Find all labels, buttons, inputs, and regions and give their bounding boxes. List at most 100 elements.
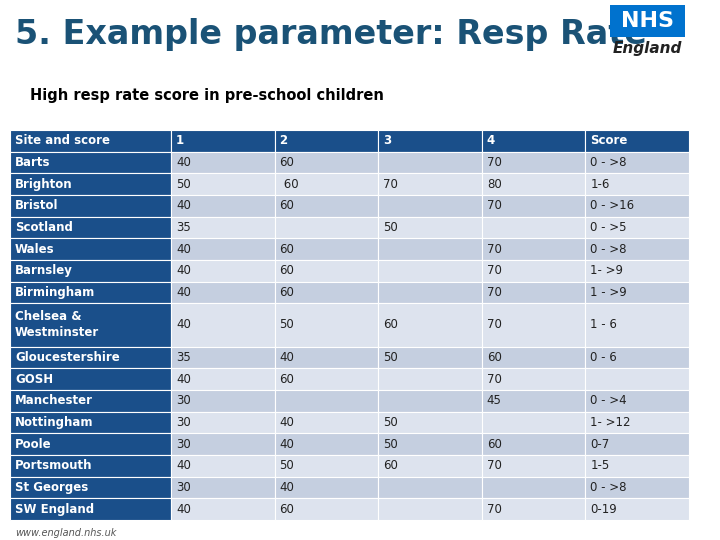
Text: Site and score: Site and score (15, 134, 110, 147)
Text: 45: 45 (487, 394, 502, 407)
Text: 4: 4 (487, 134, 495, 147)
FancyBboxPatch shape (10, 368, 171, 390)
Text: 70: 70 (487, 460, 502, 472)
Text: Scotland: Scotland (15, 221, 73, 234)
FancyBboxPatch shape (274, 260, 378, 282)
Text: Brighton: Brighton (15, 178, 73, 191)
Text: 40: 40 (176, 199, 191, 212)
FancyBboxPatch shape (378, 390, 482, 411)
Text: 3: 3 (383, 134, 392, 147)
FancyBboxPatch shape (274, 455, 378, 477)
Text: 50: 50 (176, 178, 191, 191)
FancyBboxPatch shape (378, 368, 482, 390)
FancyBboxPatch shape (585, 411, 689, 433)
FancyBboxPatch shape (171, 152, 274, 173)
Text: 60: 60 (279, 373, 294, 386)
Text: 40: 40 (176, 242, 191, 255)
Text: 60: 60 (279, 503, 294, 516)
Text: 40: 40 (176, 319, 191, 332)
FancyBboxPatch shape (482, 238, 585, 260)
Text: 70: 70 (487, 286, 502, 299)
FancyBboxPatch shape (482, 433, 585, 455)
FancyBboxPatch shape (171, 238, 274, 260)
FancyBboxPatch shape (274, 217, 378, 238)
Text: Score: Score (590, 134, 628, 147)
FancyBboxPatch shape (274, 498, 378, 520)
FancyBboxPatch shape (585, 282, 689, 303)
Text: 5. Example parameter: Resp Rate: 5. Example parameter: Resp Rate (15, 18, 647, 51)
Text: 0 - >8: 0 - >8 (590, 156, 627, 169)
Text: Barnsley: Barnsley (15, 265, 73, 278)
Text: 60: 60 (279, 156, 294, 169)
Text: 40: 40 (279, 351, 294, 364)
Text: 70: 70 (487, 156, 502, 169)
Text: 35: 35 (176, 221, 191, 234)
FancyBboxPatch shape (378, 411, 482, 433)
FancyBboxPatch shape (171, 282, 274, 303)
FancyBboxPatch shape (274, 390, 378, 411)
FancyBboxPatch shape (171, 433, 274, 455)
FancyBboxPatch shape (378, 498, 482, 520)
Text: 50: 50 (383, 437, 398, 451)
Text: 60: 60 (487, 437, 502, 451)
FancyBboxPatch shape (378, 477, 482, 498)
FancyBboxPatch shape (378, 260, 482, 282)
FancyBboxPatch shape (171, 130, 274, 152)
FancyBboxPatch shape (610, 5, 685, 37)
Text: 0-7: 0-7 (590, 437, 610, 451)
Text: Barts: Barts (15, 156, 50, 169)
Text: 0 - >8: 0 - >8 (590, 481, 627, 494)
FancyBboxPatch shape (482, 152, 585, 173)
Text: 0 - >4: 0 - >4 (590, 394, 627, 407)
FancyBboxPatch shape (10, 303, 171, 347)
FancyBboxPatch shape (585, 152, 689, 173)
FancyBboxPatch shape (10, 217, 171, 238)
Text: 40: 40 (176, 156, 191, 169)
Text: 50: 50 (279, 319, 294, 332)
FancyBboxPatch shape (10, 238, 171, 260)
FancyBboxPatch shape (171, 303, 274, 347)
Text: 60: 60 (279, 242, 294, 255)
Text: 70: 70 (487, 199, 502, 212)
FancyBboxPatch shape (585, 433, 689, 455)
Text: 70: 70 (487, 242, 502, 255)
FancyBboxPatch shape (10, 455, 171, 477)
FancyBboxPatch shape (171, 477, 274, 498)
Text: 50: 50 (383, 351, 398, 364)
FancyBboxPatch shape (274, 238, 378, 260)
Text: 1-5: 1-5 (590, 460, 610, 472)
Text: 50: 50 (279, 460, 294, 472)
Text: 70: 70 (487, 319, 502, 332)
FancyBboxPatch shape (482, 173, 585, 195)
FancyBboxPatch shape (10, 282, 171, 303)
FancyBboxPatch shape (585, 195, 689, 217)
Text: 70: 70 (383, 178, 398, 191)
FancyBboxPatch shape (378, 195, 482, 217)
Text: 30: 30 (176, 481, 191, 494)
FancyBboxPatch shape (171, 368, 274, 390)
FancyBboxPatch shape (274, 368, 378, 390)
FancyBboxPatch shape (482, 282, 585, 303)
FancyBboxPatch shape (378, 303, 482, 347)
Text: 30: 30 (176, 416, 191, 429)
FancyBboxPatch shape (10, 433, 171, 455)
FancyBboxPatch shape (482, 390, 585, 411)
FancyBboxPatch shape (378, 455, 482, 477)
FancyBboxPatch shape (378, 347, 482, 368)
FancyBboxPatch shape (378, 433, 482, 455)
FancyBboxPatch shape (378, 217, 482, 238)
Text: 40: 40 (279, 481, 294, 494)
Text: 60: 60 (279, 199, 294, 212)
Text: Poole: Poole (15, 437, 52, 451)
Text: NHS: NHS (621, 11, 674, 31)
Text: 1 - 6: 1 - 6 (590, 319, 617, 332)
Text: 60: 60 (279, 286, 294, 299)
FancyBboxPatch shape (378, 152, 482, 173)
FancyBboxPatch shape (10, 411, 171, 433)
FancyBboxPatch shape (585, 347, 689, 368)
FancyBboxPatch shape (585, 390, 689, 411)
FancyBboxPatch shape (482, 455, 585, 477)
FancyBboxPatch shape (171, 195, 274, 217)
Text: 70: 70 (487, 373, 502, 386)
FancyBboxPatch shape (171, 260, 274, 282)
